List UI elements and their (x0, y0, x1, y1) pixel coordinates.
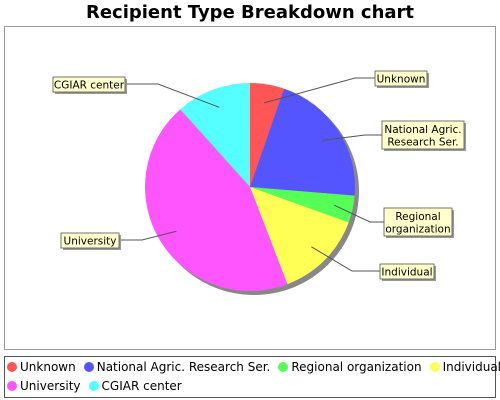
legend-row: Unknown National Agric. Research Ser. Regi… (7, 358, 500, 377)
legend: Unknown National Agric. Research Ser. Regi… (4, 356, 500, 398)
slice-label-text: organization (385, 223, 450, 235)
slice-label: Individual (379, 263, 436, 281)
chart-title: Recipient Type Breakdown chart (85, 2, 415, 23)
slice-label-text: CGIAR center (54, 80, 125, 92)
slice-label-text: University (64, 236, 117, 248)
legend-item: Unknown (7, 358, 76, 377)
leader-line (322, 134, 382, 141)
legend-swatch-icon (88, 381, 99, 391)
legend-swatch-icon (7, 362, 17, 372)
legend-label: Regional organization (291, 360, 422, 374)
slice-label: University (60, 232, 121, 250)
legend-label: University (20, 379, 81, 393)
legend-label: National Agric. Research Ser. (96, 360, 271, 374)
pie-slice-individual[interactable] (250, 187, 349, 285)
legend-swatch-icon (7, 381, 17, 391)
legend-swatch-icon (278, 362, 289, 372)
legend-item: CGIAR center (88, 377, 182, 396)
pie-slice-university[interactable] (145, 109, 288, 291)
legend-item: Regional organization (278, 358, 422, 377)
legend-item: National Agric. Research Ser. (83, 358, 271, 377)
leader-line (333, 204, 384, 223)
slice-label-text: Regional (395, 211, 440, 223)
slice-label-text: Individual (381, 267, 432, 279)
leader-line (264, 77, 375, 104)
legend-label: CGIAR center (101, 379, 182, 393)
slice-label-text: National Agric. (384, 124, 461, 136)
slice-label-text: Unknown (377, 74, 426, 86)
legend-item: Individual (429, 358, 500, 377)
pie-slice-cgiar-center[interactable] (180, 83, 250, 187)
leader-line (119, 230, 177, 241)
leader-line (311, 246, 380, 272)
legend-row: University CGIAR center (7, 377, 493, 396)
legend-label: Individual (442, 360, 500, 374)
legend-item: University (7, 377, 81, 396)
slice-label: Unknown (374, 70, 429, 88)
slice-label: CGIAR center (52, 76, 127, 94)
pie-slice-regional-organization[interactable] (250, 187, 355, 223)
leader-line (125, 83, 220, 108)
pie-chart: Unknown National Agric.Research Ser. Regio… (52, 70, 466, 295)
legend-label: Unknown (20, 360, 76, 374)
slice-label-text: Research Ser. (387, 136, 458, 148)
legend-swatch-icon (429, 362, 440, 372)
legend-swatch-icon (83, 362, 94, 372)
slice-label: National Agric.Research Ser. (381, 120, 466, 151)
pie-slice-national-agric-research-ser[interactable] (250, 88, 355, 196)
pie-slice-unknown[interactable] (250, 83, 285, 187)
